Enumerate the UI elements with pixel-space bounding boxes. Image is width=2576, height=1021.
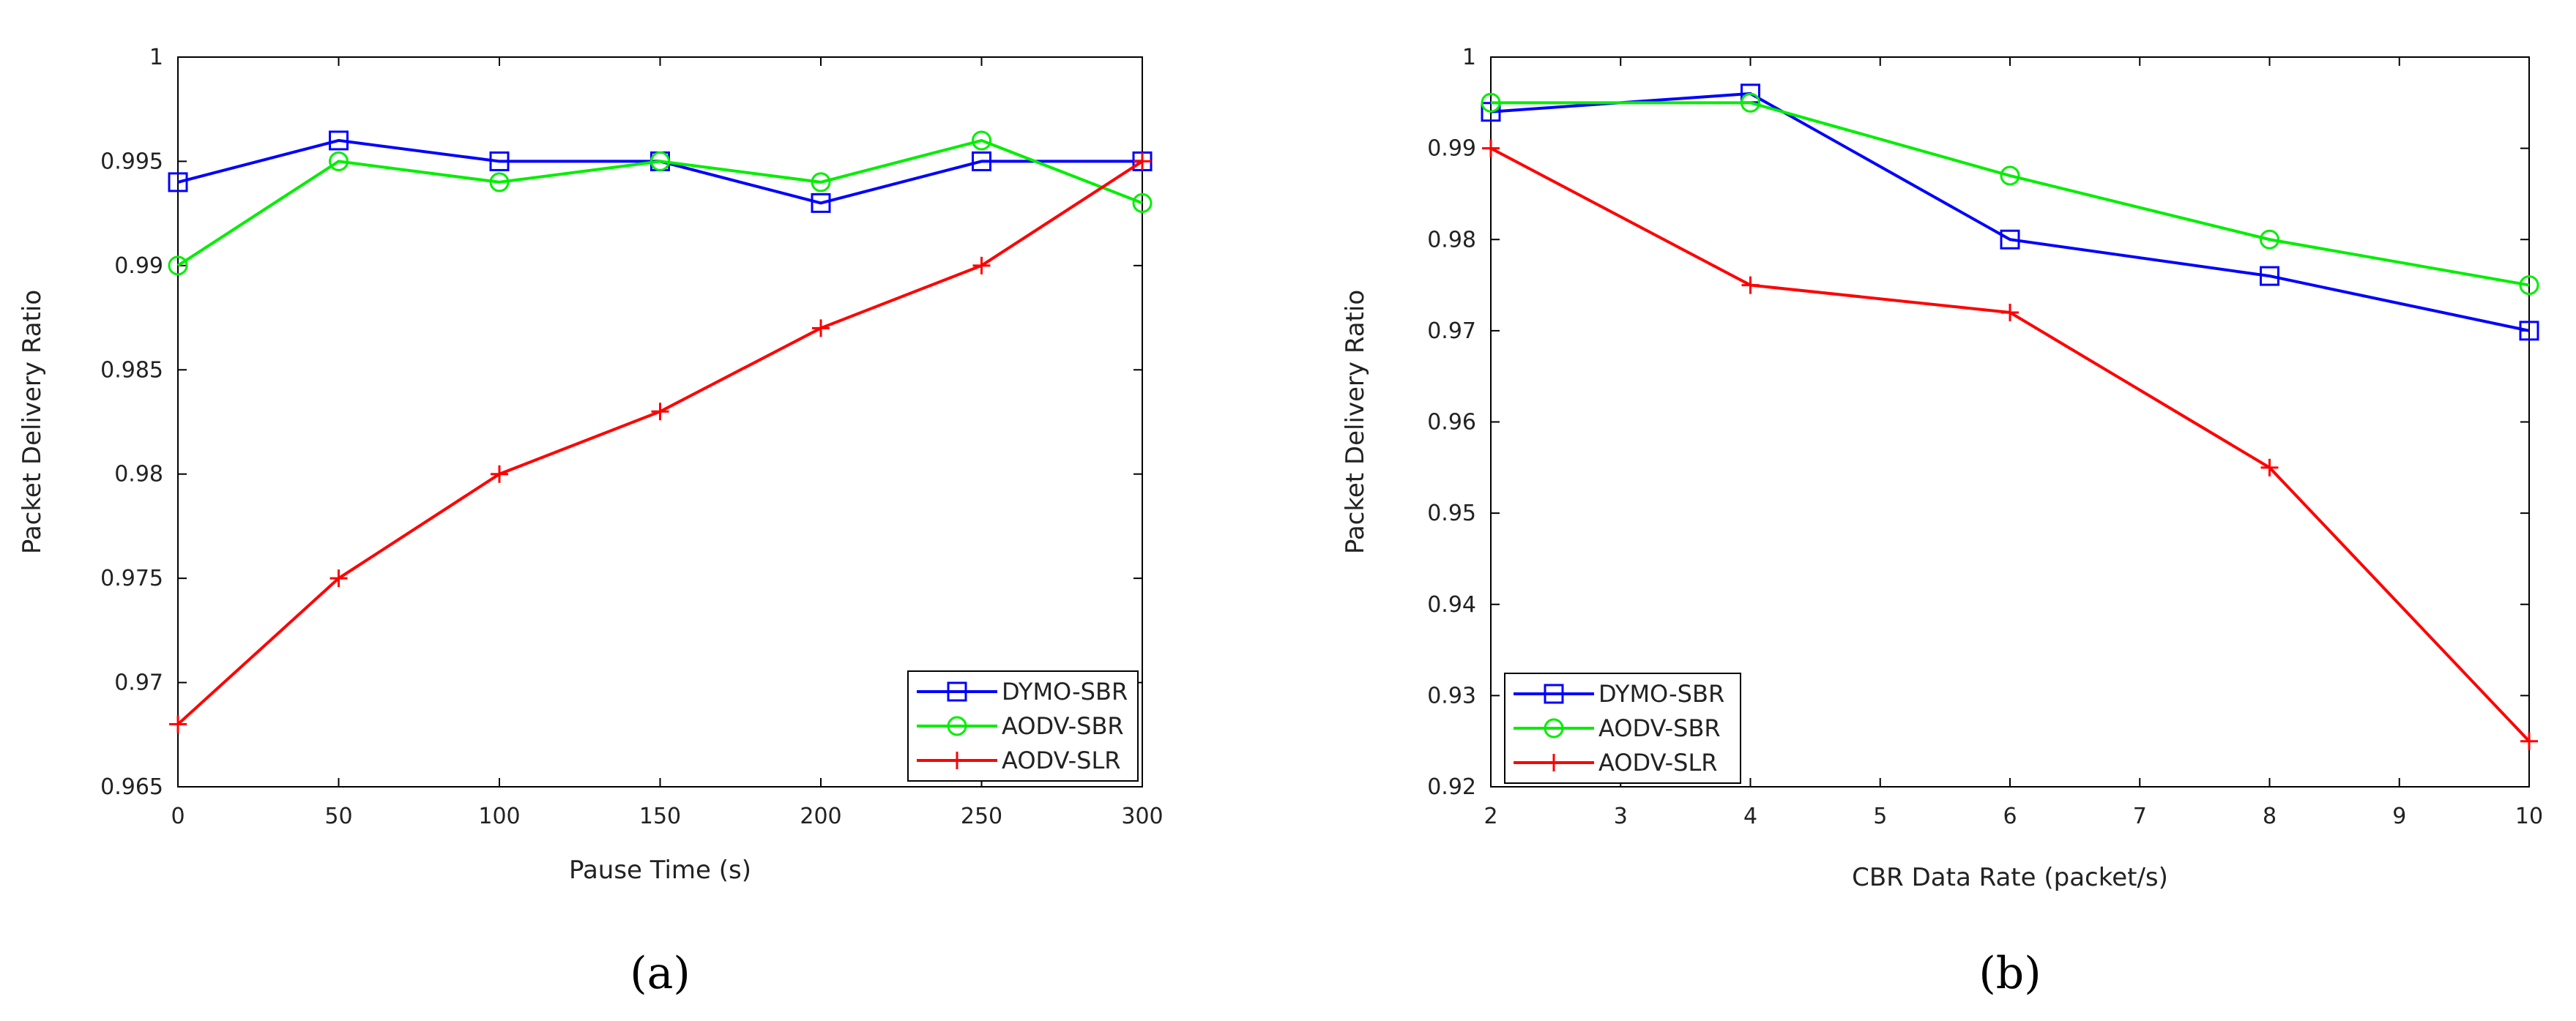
legend: DYMO-SBR AODV-SBR AODV-SLR <box>907 670 1139 782</box>
legend-swatch-marker <box>947 681 967 702</box>
x-tick-label: 7 <box>2133 804 2147 829</box>
legend-swatch-marker <box>948 752 966 769</box>
data-point-aodv-slr <box>1741 276 1760 294</box>
y-tick-label: 1 <box>1462 45 1476 70</box>
data-point-aodv-sbr <box>2000 165 2020 186</box>
y-tick-label: 0.985 <box>100 357 163 383</box>
data-point-aodv-sbr <box>650 151 670 171</box>
y-tick-label: 0.98 <box>1427 227 1476 253</box>
legend-label: DYMO-SBR <box>1002 678 1128 706</box>
data-point-aodv-slr <box>169 715 187 733</box>
data-point-aodv-slr <box>1482 139 1500 157</box>
y-tick-label: 0.92 <box>1427 774 1476 800</box>
y-tick-label: 0.97 <box>1427 318 1476 344</box>
y-tick-label: 1 <box>149 45 163 70</box>
legend-label: AODV-SBR <box>1002 712 1124 740</box>
chart-a: 0 50 100 150 200 250 300 0.965 0.97 0.975 0.98 0.98… <box>18 45 1164 999</box>
x-tick-label: 6 <box>2003 804 2017 829</box>
x-tick-label: 3 <box>1614 804 1628 829</box>
legend-label: AODV-SLR <box>1598 749 1718 777</box>
data-point-dymo-sbr <box>489 151 510 171</box>
figure-caption: (b) <box>1978 948 2041 999</box>
data-point-aodv-slr <box>491 465 508 483</box>
data-point-aodv-sbr <box>1481 92 1501 113</box>
series-line-aodv-sbr <box>1491 101 2530 287</box>
data-point-dymo-sbr <box>2260 266 2279 286</box>
x-tick-label: 200 <box>800 804 841 829</box>
data-point-aodv-sbr <box>1741 92 1760 113</box>
series-line-dymo-sbr <box>1490 91 2530 332</box>
data-point-aodv-sbr <box>2260 229 2279 250</box>
legend-label: AODV-SLR <box>1002 747 1121 774</box>
y-tick-label: 0.965 <box>100 774 163 800</box>
x-tick-label: 9 <box>2392 804 2406 829</box>
data-point-aodv-sbr <box>972 130 991 151</box>
data-point-aodv-sbr <box>329 151 349 171</box>
x-tick-label: 10 <box>2515 804 2543 829</box>
figure-caption: (a) <box>630 948 690 999</box>
y-tick-label: 0.93 <box>1427 683 1476 708</box>
data-point-aodv-slr <box>2001 303 2019 321</box>
y-tick-label: 0.995 <box>100 149 163 174</box>
x-tick-label: 0 <box>171 804 185 829</box>
x-tick-label: 2 <box>1484 804 1497 829</box>
data-point-aodv-slr <box>1133 152 1151 171</box>
legend: DYMO-SBR AODV-SBR AODV-SLR <box>1504 673 1741 784</box>
y-tick-label: 0.975 <box>100 566 163 591</box>
x-tick-label: 5 <box>1873 804 1887 829</box>
legend-swatch-marker <box>1544 718 1564 738</box>
data-point-aodv-sbr <box>811 172 831 192</box>
x-tick-label: 8 <box>2263 804 2277 829</box>
y-tick-label: 0.94 <box>1427 592 1476 618</box>
data-point-dymo-sbr <box>2000 229 2020 250</box>
series-line-aodv-sbr <box>176 138 1143 267</box>
y-tick-label: 0.96 <box>1427 410 1476 435</box>
y-axis-label: Packet Delivery Ratio <box>18 290 47 554</box>
data-point-dymo-sbr <box>972 151 991 171</box>
y-tick-label: 0.97 <box>114 670 163 696</box>
data-point-aodv-slr <box>651 403 669 421</box>
data-point-aodv-sbr <box>489 172 510 192</box>
data-point-dymo-sbr <box>2519 321 2539 341</box>
data-point-dymo-sbr <box>329 130 349 151</box>
x-tick-label: 50 <box>324 804 352 829</box>
legend-swatch-marker <box>947 716 967 736</box>
x-tick-label: 150 <box>639 804 681 829</box>
legend-label: DYMO-SBR <box>1598 680 1724 708</box>
y-tick-label: 0.98 <box>114 462 163 487</box>
data-point-dymo-sbr <box>811 192 831 213</box>
data-point-aodv-slr <box>972 256 991 274</box>
data-point-aodv-slr <box>330 569 348 588</box>
data-point-aodv-slr <box>2260 458 2279 476</box>
x-tick-label: 250 <box>961 804 1002 829</box>
data-point-aodv-sbr <box>1132 192 1153 213</box>
y-axis-label: Packet Delivery Ratio <box>1341 290 1370 554</box>
chart-b: 2 3 4 5 6 7 8 9 10 0.92 0.93 0.94 0.95 0.96 0.97 0.98 0.… <box>1341 45 2543 999</box>
y-tick-label: 0.99 <box>114 253 163 279</box>
legend-label: AODV-SBR <box>1598 714 1721 742</box>
data-point-aodv-sbr <box>168 255 188 276</box>
x-axis-label: Pause Time (s) <box>569 856 751 885</box>
x-tick-label: 4 <box>1743 804 1757 829</box>
y-tick-label: 0.95 <box>1427 501 1476 526</box>
y-tick-label: 0.99 <box>1427 136 1476 162</box>
legend-swatch-marker <box>1545 754 1563 771</box>
x-axis-label: CBR Data Rate (packet/s) <box>1852 863 2168 892</box>
data-point-aodv-slr <box>2520 732 2538 750</box>
x-tick-label: 100 <box>478 804 520 829</box>
data-point-dymo-sbr <box>168 172 188 192</box>
x-tick-label: 300 <box>1121 804 1163 829</box>
data-point-aodv-sbr <box>2519 275 2539 296</box>
data-point-aodv-slr <box>812 319 830 337</box>
legend-swatch-marker <box>1544 684 1564 704</box>
